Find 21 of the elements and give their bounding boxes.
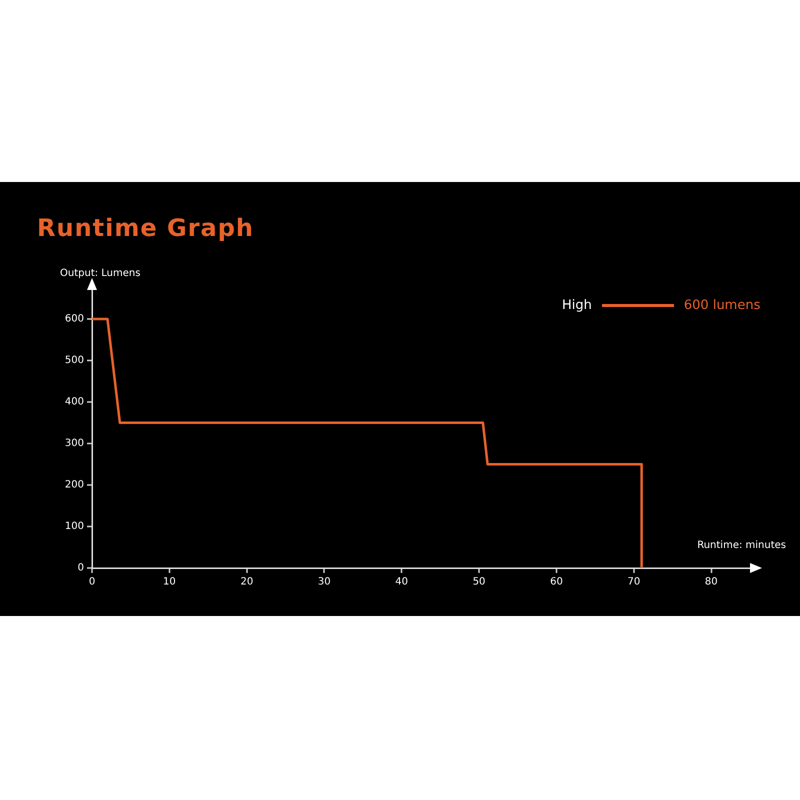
y-tick-label: 500 <box>64 355 84 366</box>
chart-title: Runtime Graph <box>37 214 254 242</box>
y-tick-label: 100 <box>64 521 84 532</box>
x-tick-label: 70 <box>628 576 640 588</box>
x-tick-label: 0 <box>88 576 96 588</box>
x-tick-label: 20 <box>240 576 254 588</box>
x-tick-label: 60 <box>550 576 563 588</box>
x-tick-label: 80 <box>704 576 718 588</box>
y-tick-label: 400 <box>64 396 84 408</box>
x-axis-title: Runtime: minutes <box>697 540 786 551</box>
y-tick-label: 200 <box>64 480 84 491</box>
annotation: 600 lumens <box>684 298 760 313</box>
x-tick-label: 40 <box>395 576 408 588</box>
x-tick-label: 30 <box>318 576 331 588</box>
text: High <box>562 298 592 313</box>
y-tick-label: 300 <box>64 438 84 450</box>
y-tick-label: 600 <box>64 314 84 325</box>
y-axis-title: Output: Lumens <box>60 268 140 279</box>
y-tick-label: 0 <box>78 562 84 574</box>
x-tick-label: 50 <box>472 576 486 588</box>
x-tick-label: 10 <box>163 576 176 588</box>
